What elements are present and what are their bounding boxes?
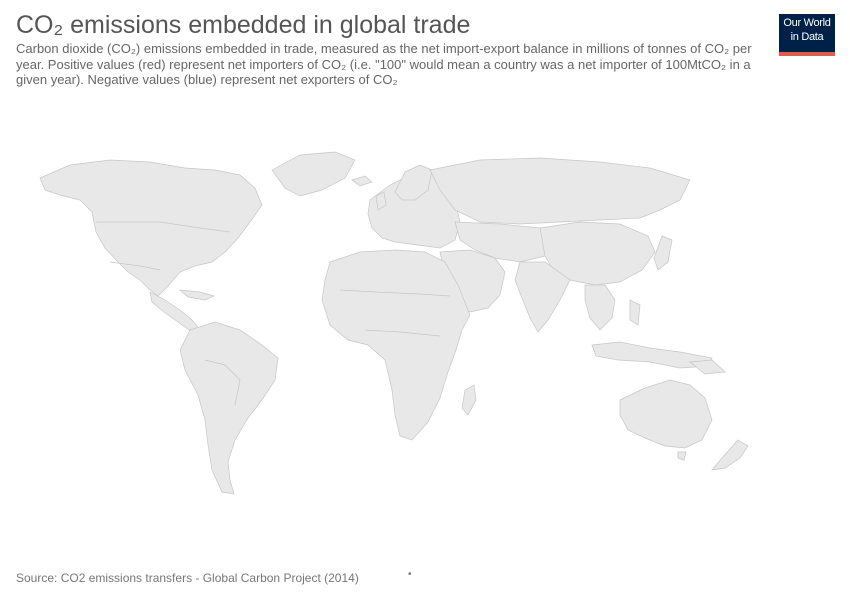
map-region-caribbean[interactable] (178, 289, 216, 301)
map-region-south-america[interactable] (179, 321, 279, 495)
map-region-philippines[interactable] (629, 299, 641, 326)
map-region-tasmania[interactable] (677, 451, 687, 461)
map-region-africa-border-central (364, 329, 441, 337)
map-region-scandinavia[interactable] (394, 164, 433, 201)
chart-title: CO₂ emissions embedded in global trade (16, 11, 471, 39)
map-region-india[interactable] (514, 261, 571, 333)
source-dot[interactable]: • (408, 569, 412, 580)
map-region-canada-border (96, 221, 231, 233)
map-region-central-asia[interactable] (454, 221, 561, 263)
map-region-southeast-asia[interactable] (584, 284, 616, 331)
map-region-brazil-border (204, 359, 241, 406)
map-region-australia[interactable] (619, 379, 713, 449)
map-region-greenland[interactable] (271, 151, 356, 197)
world-map (39, 151, 749, 495)
logo-line-2: in Data (790, 31, 824, 43)
map-region-north-america[interactable] (39, 159, 263, 297)
owid-logo[interactable]: Our World in Data (779, 14, 835, 56)
map-region-japan[interactable] (653, 235, 673, 271)
map-region-uk[interactable] (375, 191, 387, 211)
map-region-africa-border-north (339, 289, 451, 297)
map-region-russia[interactable] (429, 157, 691, 225)
map-region-usa-mexico-border (109, 261, 161, 271)
map-region-new-zealand[interactable] (711, 439, 749, 471)
source-note: Source: CO2 emissions transfers - Global… (16, 571, 359, 585)
map-region-madagascar[interactable] (461, 384, 477, 416)
map-region-iceland[interactable] (351, 175, 373, 187)
logo-line-1: Our World (783, 17, 831, 29)
map-region-africa[interactable] (321, 249, 471, 441)
chart-subtitle: Carbon dioxide (CO₂) emissions embedded … (16, 41, 752, 87)
map-region-papua-new-guinea[interactable] (689, 359, 726, 375)
